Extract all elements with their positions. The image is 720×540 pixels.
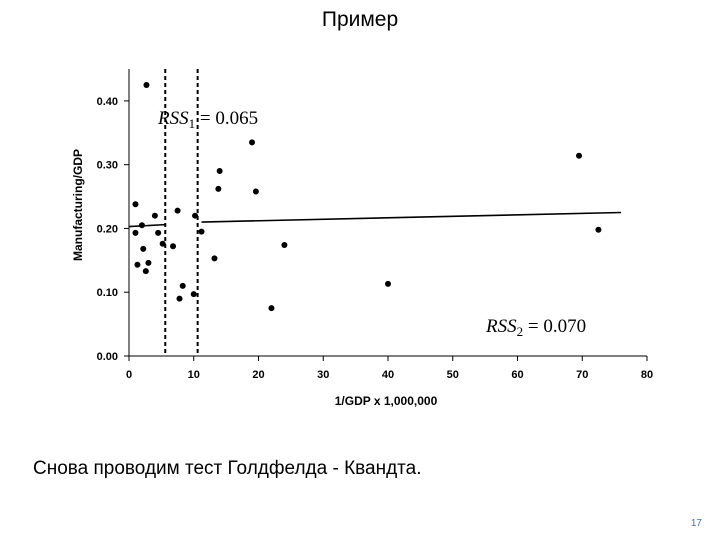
data-point (159, 240, 166, 247)
rss-annotation: RSS1 = 0.065 (157, 108, 258, 131)
data-point (190, 291, 197, 298)
data-point (145, 259, 152, 266)
data-point (268, 305, 275, 312)
data-point (132, 229, 139, 236)
x-tick-label: 10 (188, 369, 200, 381)
data-point (140, 245, 147, 252)
data-point (252, 188, 259, 195)
data-point (576, 152, 583, 159)
chart-marks (128, 69, 622, 356)
chart-ticks: 0 10 20 30 40 50 60 70 80 0.00 0.10 0.20 0.30 0.40 (97, 96, 654, 381)
data-point (174, 207, 181, 214)
data-point (595, 226, 602, 233)
x-tick-label: 70 (576, 369, 588, 381)
regression-line (128, 223, 166, 228)
chart-annotations: RSS1 = 0.065 RSS2 = 0.070 (157, 108, 586, 339)
x-tick-label: 30 (317, 369, 329, 381)
data-point (215, 185, 222, 192)
y-tick-label: 0.10 (97, 287, 118, 299)
data-point (192, 212, 199, 219)
x-tick-label: 80 (641, 369, 653, 381)
data-point (170, 243, 177, 250)
data-point (151, 212, 158, 219)
data-point (198, 228, 205, 235)
slide-title: Пример (321, 8, 399, 31)
data-point (216, 168, 223, 175)
y-tick-label: 0.30 (97, 160, 118, 172)
regression-line (201, 211, 622, 223)
data-point (132, 201, 139, 208)
data-point (179, 282, 186, 289)
y-tick-label: 0.20 (97, 223, 118, 235)
x-tick-label: 40 (382, 369, 394, 381)
data-point (249, 139, 256, 146)
data-point (176, 295, 183, 302)
data-point (385, 280, 391, 287)
data-point (142, 268, 149, 275)
x-tick-label: 60 (511, 369, 523, 381)
y-tick-label: 0.40 (97, 96, 118, 108)
x-tick-label: 20 (252, 369, 264, 381)
data-point (155, 229, 162, 236)
page-number: 17 (690, 518, 702, 529)
data-point (138, 222, 145, 229)
slide-caption: Снова проводим тест Голдфелда - Квандта. (33, 458, 422, 479)
x-tick-label: 50 (447, 369, 459, 381)
data-point (211, 255, 218, 262)
rss-annotation: RSS2 = 0.070 (485, 316, 586, 339)
data-point (281, 242, 288, 249)
y-axis-label: Manufacturing/GDP (71, 149, 85, 261)
data-point (134, 261, 141, 268)
data-point (143, 81, 150, 88)
y-tick-label: 0.00 (97, 351, 118, 363)
x-axis-label: 1/GDP x 1,000,000 (335, 394, 438, 408)
x-tick-label: 0 (126, 369, 132, 381)
scatter-chart: 1/GDP x 1,000,000 Manufacturing/GDP 0 10 20… (71, 69, 654, 408)
